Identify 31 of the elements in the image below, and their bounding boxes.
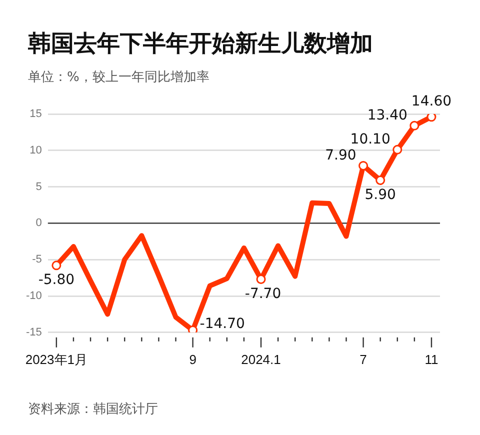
y-tick-label: 10 <box>30 144 42 156</box>
data-label: 14.60 <box>411 94 452 110</box>
y-tick-label: -10 <box>26 290 42 302</box>
data-label: 5.90 <box>364 186 396 203</box>
x-tick-label: 9 <box>189 352 196 367</box>
text: 资料来源：韩国统计厅 <box>28 401 158 418</box>
data-label: -7.70 <box>244 286 282 302</box>
data-label: -5.80 <box>38 272 75 288</box>
x-tick-label: 2024.1 <box>241 352 281 367</box>
data-label: 13.40 <box>367 107 408 124</box>
point <box>376 176 386 185</box>
x-tick-label: 11 <box>424 352 438 367</box>
data-label: -14.70 <box>200 316 245 332</box>
chart-title: 韩国去年下半年开始新生儿数增加 <box>28 30 373 59</box>
data-label: 7.90 <box>325 147 356 164</box>
x-tick-label: 7 <box>360 352 367 367</box>
y-tick-label: 0 <box>36 217 42 230</box>
y-tick-label: 15 <box>30 108 42 120</box>
y-tick-label: 5 <box>36 180 42 193</box>
data-label: 10.10 <box>350 131 390 148</box>
point <box>392 144 402 154</box>
point <box>358 160 368 170</box>
x-tick-label: 2023年1月 <box>25 352 88 367</box>
point <box>52 260 62 270</box>
point <box>410 120 420 130</box>
point <box>256 274 266 284</box>
y-tick-label: -5 <box>32 254 42 266</box>
point <box>188 325 198 332</box>
chart-subtitle: 单位：%，较上一年同比增加率 <box>28 69 210 86</box>
y-tick-label: -15 <box>26 326 42 338</box>
point <box>426 114 436 122</box>
